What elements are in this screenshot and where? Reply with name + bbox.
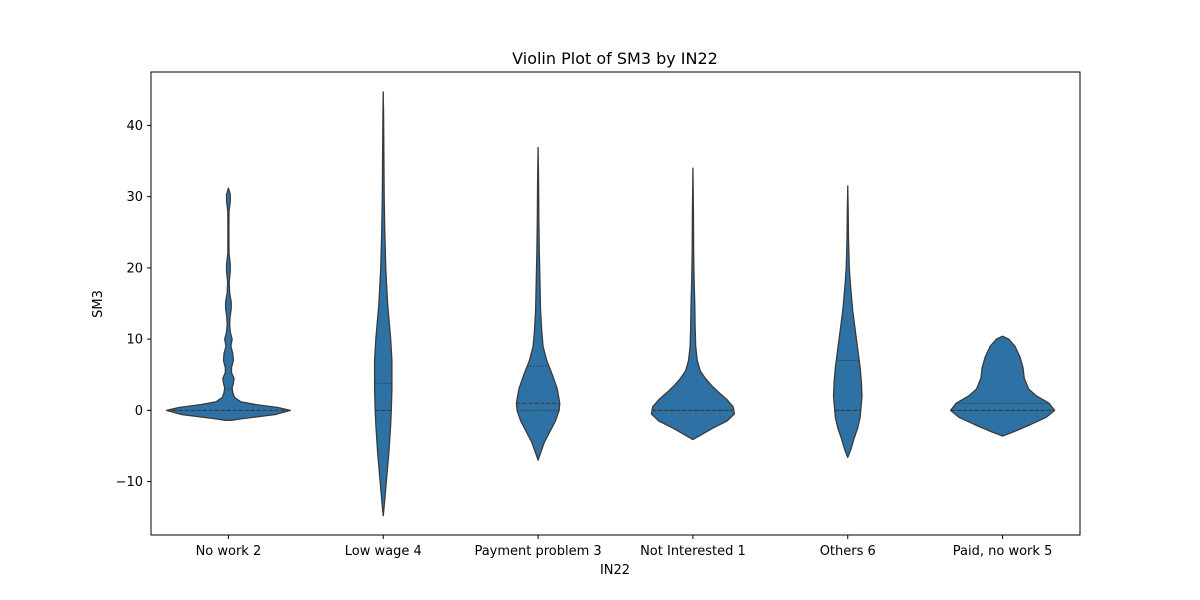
y-tick-label: 0 — [135, 404, 143, 419]
violin-6 — [949, 335, 1056, 437]
y-tick-label: 30 — [126, 190, 143, 205]
x-tick-label: Payment problem 3 — [474, 544, 601, 559]
x-tick-label: Paid, no work 5 — [953, 544, 1053, 559]
y-tick-label: 40 — [126, 119, 143, 134]
y-tick-label: −10 — [116, 475, 143, 490]
y-axis-title: SM3 — [91, 290, 106, 318]
x-axis: No work 2 Low wage 4 Payment problem 3 Not … — [196, 535, 1053, 559]
violin-4 — [650, 167, 736, 441]
plot-frame — [150, 71, 1081, 536]
plot-area — [165, 91, 1056, 517]
violin-1 — [165, 187, 291, 421]
y-tick-label: 10 — [126, 333, 143, 348]
y-tick-label: 20 — [126, 261, 143, 276]
chart-title: Violin Plot of SM3 by IN22 — [512, 49, 718, 68]
x-tick-label: No work 2 — [196, 544, 262, 559]
x-axis-title: IN22 — [600, 563, 630, 578]
x-tick-label: Others 6 — [820, 544, 876, 559]
y-axis: −10 0 10 20 30 40 — [116, 119, 151, 490]
violin-2 — [373, 91, 393, 517]
x-tick-label: Low wage 4 — [345, 544, 422, 559]
violin-3 — [515, 146, 561, 461]
violin-5 — [832, 185, 863, 459]
x-tick-label: Not Interested 1 — [640, 544, 746, 559]
